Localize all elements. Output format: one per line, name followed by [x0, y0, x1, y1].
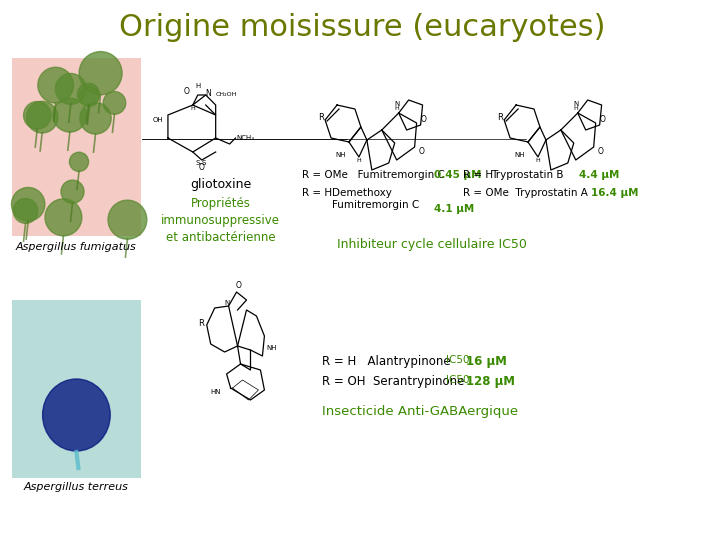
Text: O: O	[184, 87, 190, 97]
Text: R = OH  Serantrypinone: R = OH Serantrypinone	[322, 375, 464, 388]
Text: Demethoxy: Demethoxy	[332, 188, 392, 198]
Text: O: O	[199, 164, 204, 172]
Text: IC50: IC50	[446, 375, 470, 385]
Text: 128 μM: 128 μM	[467, 375, 516, 388]
Text: N: N	[206, 90, 212, 98]
Text: NH: NH	[515, 152, 526, 158]
Text: O: O	[600, 114, 606, 124]
Circle shape	[69, 152, 89, 171]
Text: O: O	[598, 146, 603, 156]
Text: OH: OH	[153, 117, 163, 123]
Text: R: R	[318, 112, 324, 122]
Circle shape	[108, 200, 147, 239]
Text: H: H	[190, 105, 195, 111]
Circle shape	[53, 98, 86, 132]
Text: R = H: R = H	[302, 188, 333, 198]
Text: H: H	[536, 158, 540, 163]
Circle shape	[80, 103, 111, 134]
Text: gliotoxine: gliotoxine	[190, 178, 251, 191]
Circle shape	[78, 83, 99, 105]
Text: CH₂OH: CH₂OH	[216, 92, 237, 97]
Circle shape	[27, 102, 58, 133]
Text: 16 μM: 16 μM	[467, 355, 507, 368]
Circle shape	[79, 52, 122, 95]
Circle shape	[24, 102, 51, 129]
Text: O: O	[235, 281, 241, 291]
Circle shape	[55, 73, 86, 104]
Text: Inhibiteur cycle cellulaire IC50: Inhibiteur cycle cellulaire IC50	[336, 238, 526, 251]
Text: H: H	[195, 83, 200, 89]
Text: IC50: IC50	[446, 355, 470, 365]
Text: O: O	[418, 146, 425, 156]
Circle shape	[12, 187, 45, 221]
Circle shape	[103, 92, 126, 114]
Text: S-S: S-S	[195, 160, 207, 166]
Text: 4.1 μM: 4.1 μM	[433, 204, 474, 214]
Text: N: N	[224, 300, 229, 306]
Text: R = H: R = H	[464, 170, 493, 180]
Text: R = H   Alantrypinone: R = H Alantrypinone	[322, 355, 451, 368]
Text: Insecticide Anti-GABAergique: Insecticide Anti-GABAergique	[322, 405, 518, 418]
Circle shape	[13, 199, 38, 224]
FancyBboxPatch shape	[12, 58, 141, 236]
Circle shape	[45, 199, 82, 236]
Text: Fumitremorgin C: Fumitremorgin C	[332, 200, 419, 210]
Text: N: N	[394, 101, 400, 107]
Text: NCH₃: NCH₃	[237, 135, 255, 141]
Text: Propriétés
immunosuppressive
et antibactérienne: Propriétés immunosuppressive et antibact…	[161, 197, 280, 244]
Text: R: R	[498, 112, 503, 122]
Circle shape	[61, 180, 84, 203]
Text: HN: HN	[210, 389, 220, 395]
FancyBboxPatch shape	[12, 300, 141, 478]
Text: Aspergillus fumigatus: Aspergillus fumigatus	[16, 242, 137, 252]
Text: NH: NH	[266, 345, 277, 351]
Text: 16.4 μM: 16.4 μM	[590, 188, 638, 198]
Text: R = OMe  Tryprostatin A: R = OMe Tryprostatin A	[464, 188, 588, 198]
Text: NH: NH	[336, 152, 346, 158]
Text: 4.4 μM: 4.4 μM	[579, 170, 619, 180]
Text: H: H	[573, 106, 578, 111]
Circle shape	[80, 86, 99, 106]
Circle shape	[38, 68, 73, 103]
Text: H: H	[395, 106, 399, 111]
Text: O: O	[420, 114, 426, 124]
Text: R: R	[198, 320, 204, 328]
Ellipse shape	[42, 379, 110, 451]
Text: R = OMe   Fumitremorgin C: R = OMe Fumitremorgin C	[302, 170, 445, 180]
Text: Aspergillus terreus: Aspergillus terreus	[24, 482, 129, 492]
Text: Origine moisissure (eucaryotes): Origine moisissure (eucaryotes)	[119, 14, 605, 43]
Text: 0.45 μM: 0.45 μM	[433, 170, 481, 180]
Text: N: N	[573, 101, 578, 107]
Text: H: H	[356, 158, 361, 163]
Text: Tryprostatin B: Tryprostatin B	[491, 170, 564, 180]
